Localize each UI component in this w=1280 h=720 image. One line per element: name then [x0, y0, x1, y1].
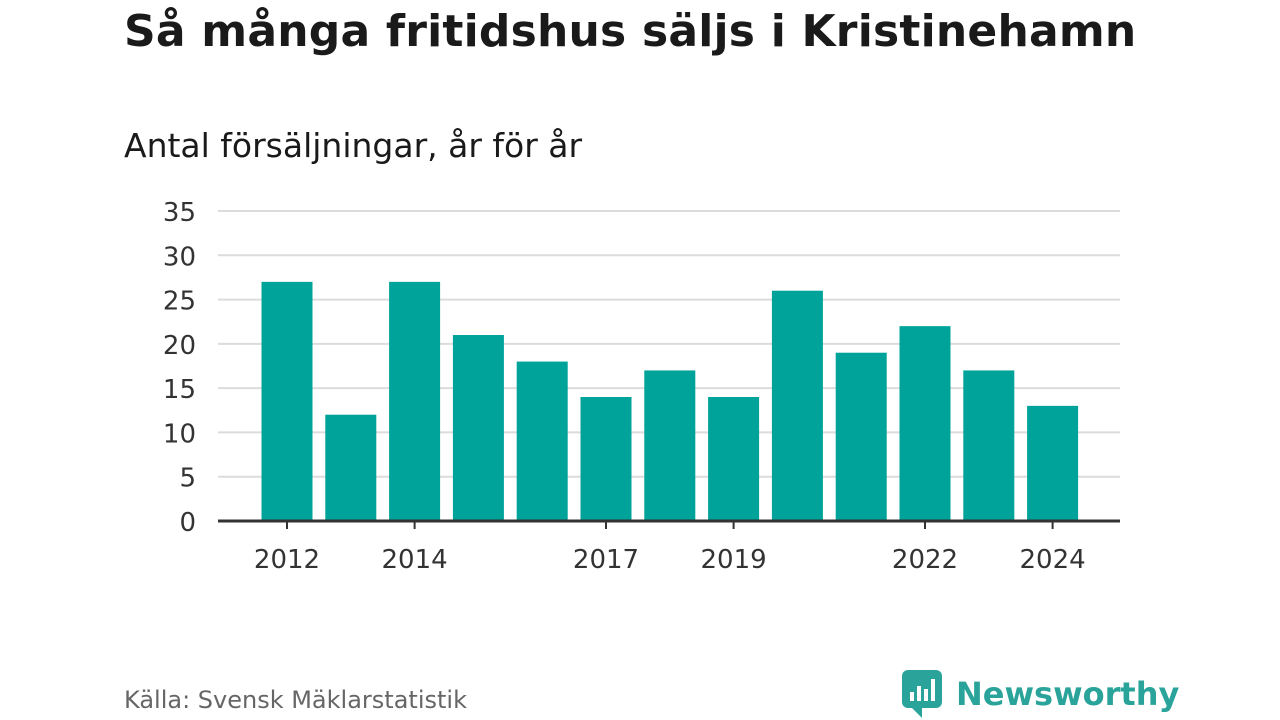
bar-2018 [644, 370, 696, 521]
bar-2012 [261, 281, 313, 521]
y-tick-label: 25 [163, 287, 196, 317]
x-tick-label: 2014 [382, 545, 448, 575]
bar-2016 [516, 361, 568, 521]
brand-name: Newsworthy [956, 675, 1180, 713]
x-tick-label: 2022 [892, 545, 958, 575]
y-tick-label: 10 [163, 419, 196, 449]
bar-2023 [963, 370, 1015, 521]
brand-logo: Newsworthy [902, 670, 1179, 718]
bar-2013 [325, 414, 377, 521]
bars [261, 281, 1079, 521]
bar-2019 [708, 397, 760, 521]
x-tick-label: 2012 [254, 545, 320, 575]
y-tick-label: 30 [163, 242, 196, 272]
bar-2022 [899, 326, 951, 521]
y-axis-ticks: 0 5 10 15 20 25 30 35 [163, 198, 196, 538]
x-tick-label: 2019 [701, 545, 767, 575]
newsworthy-logo-icon [902, 670, 942, 718]
y-tick-label: 15 [163, 375, 196, 405]
bar-2017 [580, 397, 632, 521]
bar-2020 [771, 290, 823, 521]
y-tick-label: 20 [163, 331, 196, 361]
x-axis: 2012 2014 2017 2019 2022 2024 [218, 519, 1120, 575]
chart-title: Så många fritidshus säljs i Kristinehamn [124, 6, 1137, 57]
y-tick-label: 35 [163, 198, 196, 228]
bar-2015 [452, 335, 504, 521]
bar-2021 [835, 352, 887, 521]
x-tick-label: 2024 [1020, 545, 1086, 575]
bar-2024 [1027, 405, 1079, 521]
source-note: Källa: Svensk Mäklarstatistik [124, 686, 467, 714]
x-tick-label: 2017 [573, 545, 639, 575]
y-tick-label: 0 [179, 508, 196, 538]
bar-2014 [389, 281, 441, 521]
chart-subtitle: Antal försäljningar, år för år [124, 126, 583, 165]
y-tick-label: 5 [179, 464, 196, 494]
